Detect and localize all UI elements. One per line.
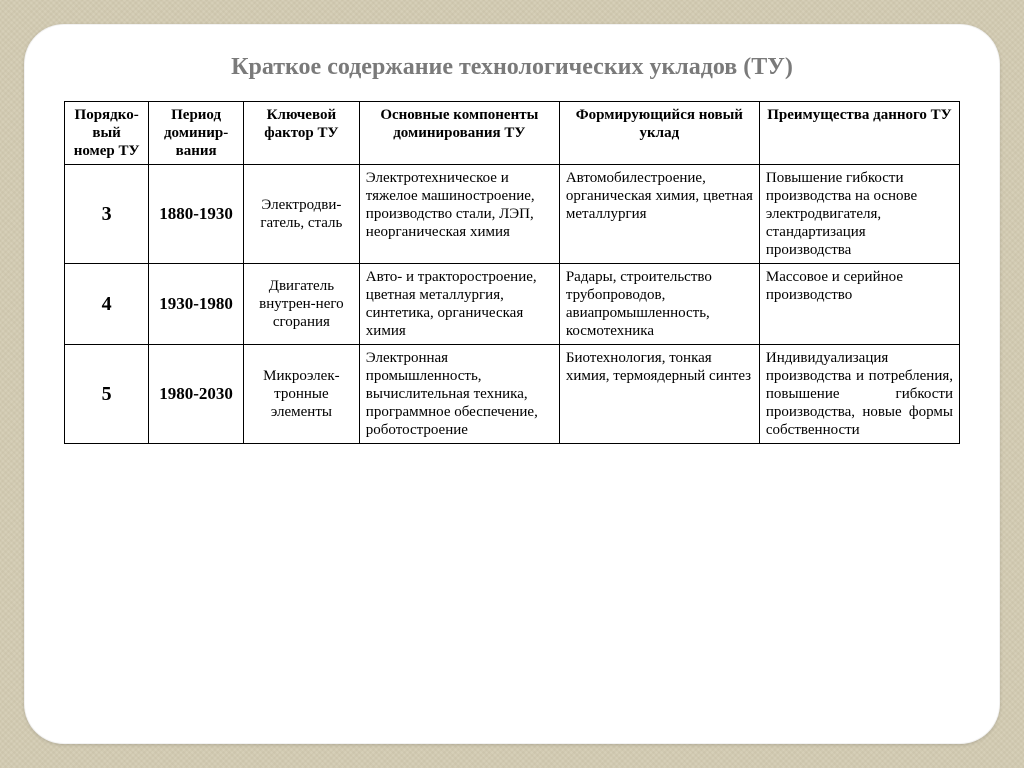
cell-num: 4 <box>65 264 149 345</box>
col-header: Ключевой фактор ТУ <box>243 102 359 165</box>
col-header: Основные компоненты доминирования ТУ <box>359 102 559 165</box>
table-row: 3 1880-1930 Электродви-гатель, сталь Эле… <box>65 165 960 264</box>
cell-keyfactor: Микроэлек-тронные элементы <box>243 345 359 444</box>
tech-modes-table: Порядко-вый номер ТУ Период доминир-вани… <box>64 101 960 444</box>
cell-keyfactor: Электродви-гатель, сталь <box>243 165 359 264</box>
cell-newmode: Радары, строительство трубопроводов, ави… <box>559 264 759 345</box>
cell-components: Авто- и тракторостроение, цветная металл… <box>359 264 559 345</box>
col-header: Формирующийся новый уклад <box>559 102 759 165</box>
table-row: 5 1980-2030 Микроэлек-тронные элементы Э… <box>65 345 960 444</box>
col-header: Преимущества данного ТУ <box>759 102 959 165</box>
slide-title: Краткое содержание технологических уклад… <box>64 54 960 81</box>
cell-num: 5 <box>65 345 149 444</box>
cell-period: 1930-1980 <box>149 264 244 345</box>
cell-advantages: Массовое и серийное производство <box>759 264 959 345</box>
slide-card: Краткое содержание технологических уклад… <box>24 24 1000 744</box>
table-header-row: Порядко-вый номер ТУ Период доминир-вани… <box>65 102 960 165</box>
cell-newmode: Автомобилестроение, органическая химия, … <box>559 165 759 264</box>
col-header: Порядко-вый номер ТУ <box>65 102 149 165</box>
cell-keyfactor: Двигатель внутрен-него сгорания <box>243 264 359 345</box>
cell-advantages: Индивидуализация производства и потребле… <box>759 345 959 444</box>
cell-newmode: Биотехнология, тонкая химия, термоядерны… <box>559 345 759 444</box>
cell-components: Электротехническое и тяжелое машинострое… <box>359 165 559 264</box>
cell-num: 3 <box>65 165 149 264</box>
table-row: 4 1930-1980 Двигатель внутрен-него сгора… <box>65 264 960 345</box>
cell-period: 1880-1930 <box>149 165 244 264</box>
col-header: Период доминир-вания <box>149 102 244 165</box>
cell-components: Электронная промышленность, вычислительн… <box>359 345 559 444</box>
cell-period: 1980-2030 <box>149 345 244 444</box>
cell-advantages: Повышение гибкости производства на основ… <box>759 165 959 264</box>
